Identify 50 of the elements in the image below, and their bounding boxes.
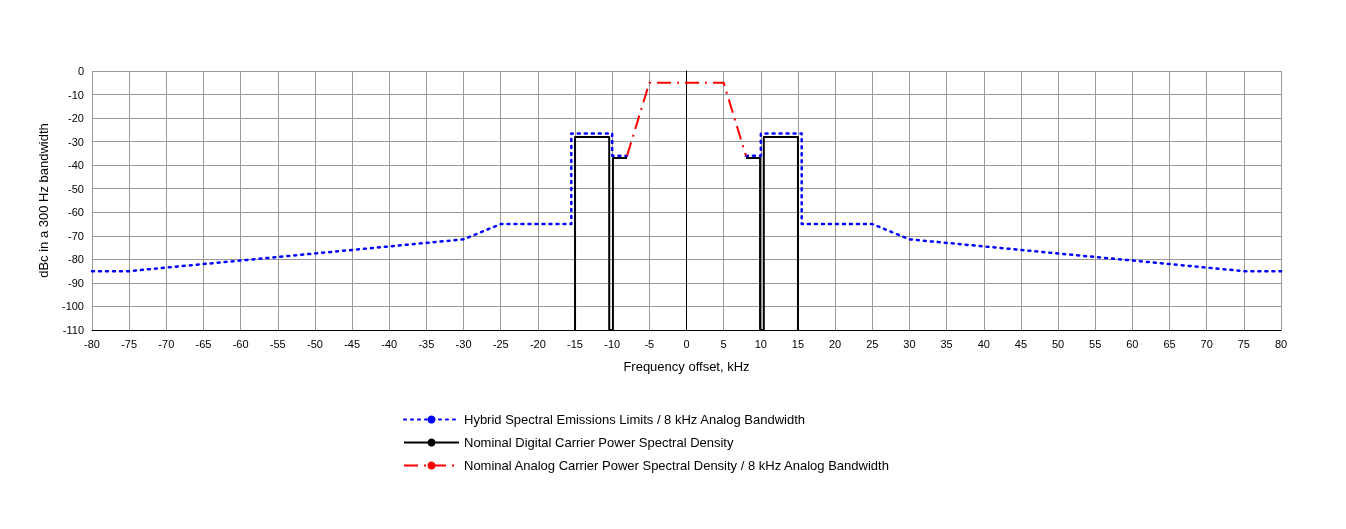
y-tick-label: -100 [61, 300, 84, 313]
x-tick-label: 20 [829, 337, 842, 350]
x-tick-label: -80 [84, 337, 100, 350]
x-tick-label: 60 [1126, 337, 1139, 350]
x-tick-label: -75 [121, 337, 138, 350]
x-tick-label: -40 [381, 337, 398, 350]
x-tick-label: -60 [232, 337, 249, 350]
y-tick-label: -80 [68, 253, 84, 266]
x-tick-label: 70 [1200, 337, 1213, 350]
y-tick-label: -30 [68, 135, 84, 148]
x-tick-label: 45 [1014, 337, 1028, 350]
legend-label: Nominal Analog Carrier Power Spectral Density / 8 kHz Analog Bandwidth [464, 458, 889, 473]
x-axis-title: Frequency offset, kHz [623, 359, 750, 374]
y-axis-title: dBc in a 300 Hz bandwidth [36, 123, 51, 278]
x-tick-label: 40 [977, 337, 990, 350]
y-tick-label: -50 [68, 182, 84, 195]
x-tick-label: 50 [1051, 337, 1065, 350]
x-tick-label: -25 [492, 337, 509, 350]
x-tick-label: 65 [1163, 337, 1176, 350]
x-tick-label: -45 [344, 337, 361, 350]
x-tick-label: -65 [195, 337, 212, 350]
x-tick-label: 10 [754, 337, 767, 350]
y-tick-label: 0 [77, 65, 84, 77]
x-tick-label: -35 [418, 337, 435, 350]
x-tick-label: 25 [866, 337, 879, 350]
x-tick-label: -15 [567, 337, 583, 350]
x-tick-label: 0 [683, 337, 690, 350]
x-tick-label: -5 [644, 337, 655, 350]
legend-label: Hybrid Spectral Emissions Limits / 8 kHz Analog Bandwidth [464, 412, 806, 427]
x-tick-label: 30 [903, 337, 916, 350]
x-tick-label: -55 [269, 337, 286, 350]
x-tick-label: 75 [1237, 337, 1250, 350]
x-tick-label: -30 [455, 337, 472, 350]
x-tick-label: 80 [1274, 337, 1288, 350]
y-tick-label: -10 [68, 88, 84, 101]
x-tick-label: -50 [306, 337, 323, 350]
x-tick-label: 35 [940, 337, 953, 350]
y-tick-label: -60 [68, 206, 84, 219]
y-tick-label: -110 [62, 324, 84, 336]
y-tick-label: -90 [68, 276, 84, 289]
y-tick-label: -70 [68, 229, 84, 242]
y-tick-label: -40 [68, 159, 84, 172]
x-tick-label: -20 [529, 337, 546, 350]
x-tick-label: -70 [158, 337, 175, 350]
x-tick-label: 5 [720, 337, 727, 350]
x-tick-label: 15 [791, 337, 805, 350]
x-tick-label: -10 [604, 337, 621, 350]
legend-label: Nominal Digital Carrier Power Spectral Density [464, 435, 734, 450]
x-tick-label: 55 [1089, 337, 1102, 350]
y-tick-label: -20 [68, 112, 84, 125]
